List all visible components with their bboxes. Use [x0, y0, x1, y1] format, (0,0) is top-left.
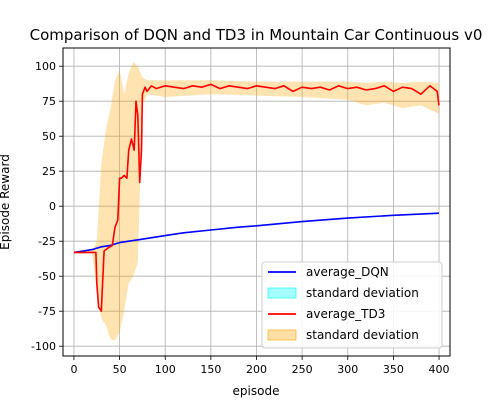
- y-tick-label: -100: [31, 340, 56, 353]
- y-tick-label: -50: [38, 270, 56, 283]
- y-tick-label: 0: [49, 200, 56, 213]
- x-tick-label: 250: [292, 363, 313, 376]
- legend-box: [261, 261, 443, 349]
- x-tick-label: 300: [337, 363, 358, 376]
- x-tick-label: 150: [200, 363, 221, 376]
- ticks: 0 50 100 150 200 250 300 350 400 -100 -75 -50 -25 0 25…: [31, 60, 450, 376]
- legend-label-td3-std: standard deviation: [306, 328, 419, 342]
- chart-title: Comparison of DQN and TD3 in Mountain Ca…: [30, 26, 483, 44]
- legend-label-average-dqn: average_DQN: [306, 265, 389, 279]
- x-tick-label: 400: [429, 363, 450, 376]
- line-average-dqn: [73, 212, 440, 254]
- y-tick-label: 25: [42, 165, 56, 178]
- legend-label-average-td3: average_TD3: [306, 307, 385, 321]
- y-axis-label: Episode Reward: [0, 154, 12, 250]
- y-tick-label: -75: [38, 305, 56, 318]
- series-layer: [73, 62, 440, 341]
- x-axis-label: episode: [233, 384, 280, 398]
- y-tick-label: 100: [35, 60, 56, 73]
- line-average-td3: [74, 83, 440, 313]
- x-tick-label: 0: [70, 363, 77, 376]
- legend: average_DQN standard deviation average_T…: [261, 261, 443, 349]
- x-tick-label: 100: [155, 363, 176, 376]
- legend-swatch-td3-std: [267, 329, 297, 341]
- x-tick-label: 50: [113, 363, 127, 376]
- band-standard-deviation-ffa500: [74, 62, 439, 341]
- x-tick-label: 350: [383, 363, 404, 376]
- y-tick-label: 50: [42, 130, 56, 143]
- legend-swatch-dqn-std: [267, 287, 297, 299]
- legend-label-dqn-std: standard deviation: [306, 286, 419, 300]
- y-tick-label: -25: [38, 235, 56, 248]
- x-tick-label: 200: [246, 363, 267, 376]
- y-tick-label: 75: [42, 95, 56, 108]
